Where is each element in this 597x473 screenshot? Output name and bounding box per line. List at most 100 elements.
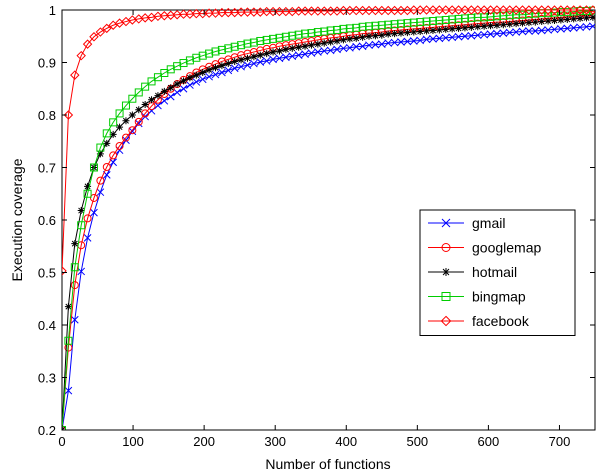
marker-square	[121, 101, 130, 110]
marker-x	[537, 26, 546, 35]
marker-star	[250, 53, 258, 61]
marker-square	[128, 94, 137, 103]
marker-square	[499, 11, 508, 20]
marker-star	[186, 74, 194, 82]
marker-x	[441, 33, 450, 42]
marker-star	[64, 303, 72, 311]
marker-star	[135, 106, 143, 114]
marker-diamond	[562, 5, 573, 15]
marker-x	[326, 46, 335, 55]
marker-diamond	[178, 9, 189, 19]
marker-star	[429, 26, 437, 34]
marker-x	[550, 25, 559, 34]
marker-diamond	[498, 5, 509, 15]
marker-square	[460, 14, 469, 23]
marker-square	[262, 35, 271, 44]
marker-square	[345, 24, 354, 33]
marker-x	[230, 64, 239, 73]
marker-star	[192, 71, 200, 79]
marker-star	[544, 17, 552, 25]
axis-ticks: 0 100 200 300 400 500 600 700 0.2 0.3 0.4 0.5 0.6 0.7…	[38, 3, 595, 449]
marker-square	[205, 49, 214, 58]
marker-star	[582, 14, 590, 22]
marker-diamond	[517, 5, 528, 15]
x-tick-label: 500	[406, 434, 428, 449]
marker-circle	[96, 176, 105, 185]
marker-star	[122, 117, 130, 125]
marker-x	[186, 81, 194, 89]
marker-star	[378, 31, 386, 39]
x-axis-label: Number of functions	[265, 456, 390, 472]
marker-x	[563, 24, 572, 33]
marker-x	[390, 38, 399, 47]
marker-square	[556, 8, 565, 17]
marker-x	[499, 29, 508, 37]
marker-star	[397, 29, 405, 37]
marker-diamond	[62, 266, 67, 276]
marker-square	[512, 10, 521, 19]
marker-diamond	[325, 6, 336, 16]
marker-star	[160, 87, 168, 95]
marker-x	[384, 39, 393, 47]
marker-diamond	[428, 5, 438, 15]
marker-square	[185, 56, 194, 65]
marker-star	[461, 24, 469, 32]
marker-square	[288, 31, 297, 40]
marker-diamond	[102, 23, 112, 34]
marker-square	[115, 109, 124, 118]
marker-x	[461, 32, 469, 41]
marker-diamond	[389, 5, 400, 16]
marker-x	[429, 35, 437, 43]
marker-star	[141, 101, 149, 108]
marker-square	[384, 20, 393, 29]
marker-x	[557, 25, 565, 33]
marker-square	[333, 25, 342, 34]
marker-x	[409, 37, 418, 45]
marker-square	[524, 10, 533, 19]
marker-x	[345, 43, 354, 52]
marker-x	[480, 30, 488, 39]
y-tick-label: 0.4	[38, 318, 56, 333]
marker-square	[256, 36, 265, 45]
marker-x	[365, 41, 373, 50]
marker-diamond	[242, 7, 253, 17]
marker-diamond	[421, 5, 432, 15]
marker-x	[589, 22, 595, 31]
marker-square	[249, 38, 258, 47]
marker-diamond	[530, 5, 541, 15]
legend-item-facebook: facebook	[428, 313, 530, 329]
marker-diamond	[568, 5, 579, 15]
marker-diamond	[293, 6, 304, 16]
marker-diamond	[466, 5, 477, 15]
y-tick-label: 1	[49, 3, 56, 18]
marker-star	[352, 34, 360, 42]
x-tick-label: 400	[335, 434, 357, 449]
marker-star	[128, 111, 136, 119]
marker-square	[153, 73, 162, 82]
marker-square	[563, 8, 572, 17]
marker-circle	[141, 109, 150, 118]
marker-x	[473, 31, 482, 40]
marker-star	[487, 22, 495, 30]
marker-x	[237, 62, 245, 71]
marker-square	[435, 16, 444, 25]
marker-star	[154, 92, 162, 100]
marker-x	[160, 96, 169, 105]
marker-square	[237, 41, 246, 50]
marker-square	[492, 12, 501, 21]
y-axis-label: Execution coverage	[9, 158, 25, 281]
marker-star	[550, 17, 558, 24]
marker-diamond	[453, 5, 464, 15]
marker-square	[518, 10, 527, 19]
marker-circle	[89, 193, 98, 202]
marker-square	[281, 32, 290, 41]
marker-x	[115, 146, 124, 155]
marker-star	[416, 28, 424, 36]
marker-star	[218, 62, 226, 70]
marker-diamond	[504, 5, 515, 15]
marker-diamond	[306, 6, 317, 16]
marker-diamond	[357, 5, 368, 16]
marker-star	[231, 57, 239, 65]
marker-x	[467, 31, 476, 40]
legend-label: facebook	[472, 313, 530, 329]
